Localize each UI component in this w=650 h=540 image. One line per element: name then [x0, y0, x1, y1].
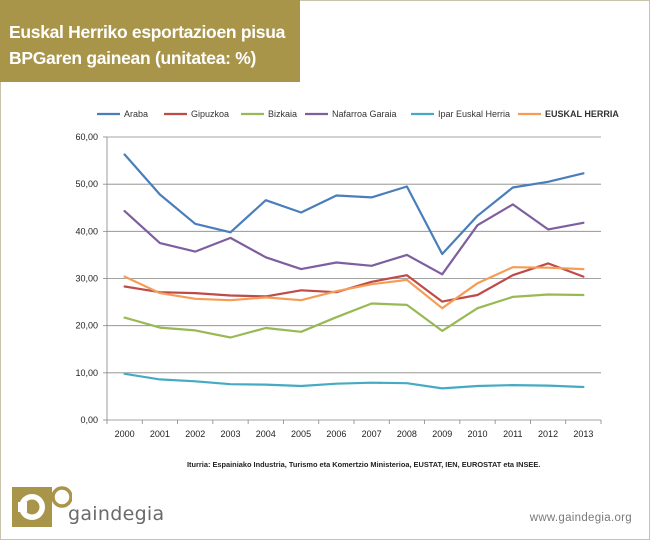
series-lines [123, 153, 585, 390]
axes: 0,00 10,00 20,00 30,00 40,00 50,00 60,00 2000 20… [75, 132, 602, 439]
title-box: Euskal Herriko esportazioen pisua BPGare… [0, 0, 300, 82]
legend-label: Gipuzkoa [191, 109, 229, 119]
logo-wordmark: gaindegia [68, 503, 165, 525]
x-tick-label-2013: 2013 [573, 429, 593, 439]
y-tick-label: 60,00 [75, 132, 98, 142]
y-tick-label: 30,00 [75, 274, 98, 284]
chart-title-line-1: Euskal Herriko esportazioen pisua [9, 22, 286, 42]
y-tick-label: 50,00 [75, 179, 98, 189]
x-tick-label-2010: 2010 [467, 429, 487, 439]
y-tick-label: 10,00 [75, 368, 98, 378]
logo-mark-icon [12, 486, 72, 527]
y-tick-label: 20,00 [75, 321, 98, 331]
y-tick-label: 0,00 [80, 415, 98, 425]
x-tick-label-2012: 2012 [538, 429, 558, 439]
gaindegia-logo: gaindegia [12, 484, 172, 530]
x-tick-label-2007: 2007 [362, 429, 382, 439]
y-tick-label: 40,00 [75, 226, 98, 236]
legend: Araba Gipuzkoa Bizkaia Nafarroa Garaia Ipar … [97, 109, 619, 119]
chart-title-line-2: BPGaren gainean (unitatea: %) [9, 48, 257, 68]
x-tick-label-2011: 2011 [503, 429, 522, 439]
x-tick-label-2009: 2009 [432, 429, 452, 439]
legend-label: EUSKAL HERRIA [545, 109, 619, 119]
legend-label: Nafarroa Garaia [332, 109, 397, 119]
series-line-euskal-herria [123, 266, 585, 310]
legend-label: Ipar Euskal Herria [438, 109, 510, 119]
series-line-araba [123, 153, 585, 256]
legend-label: Araba [124, 109, 148, 119]
series-line-bizkaia [123, 293, 585, 339]
series-line-nafarroa-garaia [123, 203, 585, 276]
x-tick-label-2002: 2002 [185, 429, 205, 439]
legend-label: Bizkaia [268, 109, 297, 119]
x-tick-label-2000: 2000 [115, 429, 135, 439]
x-tick-label-2004: 2004 [256, 429, 276, 439]
website-link[interactable]: www.gaindegia.org [529, 512, 632, 524]
source-note: Iturria: Espainiako Industria, Turismo e… [187, 460, 541, 469]
x-tick-label-2006: 2006 [326, 429, 346, 439]
series-line-ipar-euskal-herria [123, 372, 585, 390]
gridlines [107, 136, 601, 374]
x-tick-label-2008: 2008 [397, 429, 417, 439]
x-tick-label-2001: 2001 [150, 429, 170, 439]
x-tick-label-2005: 2005 [291, 429, 311, 439]
x-tick-label-2003: 2003 [220, 429, 240, 439]
